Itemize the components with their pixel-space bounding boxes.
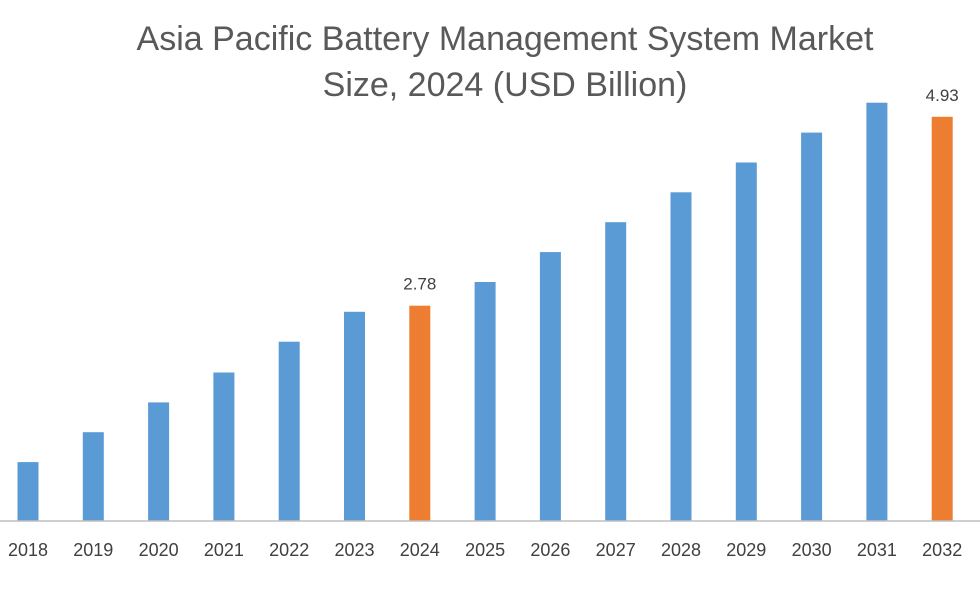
x-tick-label-2025: 2025: [465, 540, 505, 560]
x-tick-label-2029: 2029: [726, 540, 766, 560]
x-tick-label-2028: 2028: [661, 540, 701, 560]
x-tick-label-2020: 2020: [139, 540, 179, 560]
bar-2024: [409, 305, 431, 521]
x-tick-label-2032: 2032: [922, 540, 962, 560]
data-label-2024: 2.78: [403, 275, 436, 294]
bar-2022: [278, 341, 300, 521]
x-tick-label-2018: 2018: [8, 540, 48, 560]
bar-2032: [931, 116, 953, 522]
x-tick-labels-group: 2018 2019 2020 2021 2022 2023 2024 2025 2026 2027…: [8, 540, 962, 560]
x-tick-label-2023: 2023: [334, 540, 374, 560]
chart-title-line2: Size, 2024 (USD Billion): [322, 66, 688, 104]
x-tick-label-2022: 2022: [269, 540, 309, 560]
x-tick-label-2030: 2030: [792, 540, 832, 560]
x-tick-label-2027: 2027: [596, 540, 636, 560]
bar-2031: [866, 102, 888, 521]
bar-2021: [213, 372, 235, 521]
bar-2020: [148, 402, 170, 521]
bar-2026: [539, 252, 561, 521]
bar-2028: [670, 192, 692, 522]
bars-group: [17, 102, 953, 522]
bar-2018: [17, 462, 39, 521]
bar-2027: [605, 222, 627, 521]
data-labels-group: 2.78 4.93: [403, 86, 958, 294]
x-tick-label-2026: 2026: [530, 540, 570, 560]
x-tick-label-2031: 2031: [857, 540, 897, 560]
bar-2023: [344, 311, 365, 521]
data-label-2032: 4.93: [926, 86, 959, 105]
bar-2025: [474, 282, 496, 521]
x-tick-label-2024: 2024: [400, 540, 440, 560]
bar-2030: [801, 132, 823, 521]
bar-2019: [82, 432, 104, 521]
bar-2029: [735, 162, 757, 521]
chart-title-line1: Asia Pacific Battery Management System M…: [136, 20, 874, 58]
x-tick-label-2019: 2019: [73, 540, 113, 560]
x-tick-label-2021: 2021: [204, 540, 244, 560]
